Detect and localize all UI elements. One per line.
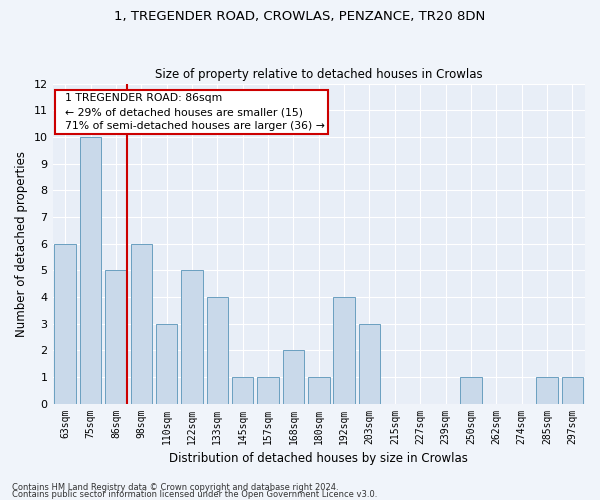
- X-axis label: Distribution of detached houses by size in Crowlas: Distribution of detached houses by size …: [169, 452, 468, 465]
- Y-axis label: Number of detached properties: Number of detached properties: [15, 150, 28, 336]
- Text: 1 TREGENDER ROAD: 86sqm
  ← 29% of detached houses are smaller (15)
  71% of sem: 1 TREGENDER ROAD: 86sqm ← 29% of detache…: [58, 93, 325, 131]
- Title: Size of property relative to detached houses in Crowlas: Size of property relative to detached ho…: [155, 68, 482, 81]
- Text: Contains HM Land Registry data © Crown copyright and database right 2024.: Contains HM Land Registry data © Crown c…: [12, 484, 338, 492]
- Bar: [460, 377, 482, 404]
- Bar: [359, 324, 380, 404]
- Bar: [536, 377, 558, 404]
- Bar: [232, 377, 253, 404]
- Bar: [156, 324, 178, 404]
- Bar: [308, 377, 329, 404]
- Text: Contains public sector information licensed under the Open Government Licence v3: Contains public sector information licen…: [12, 490, 377, 499]
- Bar: [55, 244, 76, 404]
- Bar: [181, 270, 203, 404]
- Bar: [334, 297, 355, 404]
- Bar: [131, 244, 152, 404]
- Bar: [80, 137, 101, 404]
- Bar: [257, 377, 279, 404]
- Text: 1, TREGENDER ROAD, CROWLAS, PENZANCE, TR20 8DN: 1, TREGENDER ROAD, CROWLAS, PENZANCE, TR…: [115, 10, 485, 23]
- Bar: [105, 270, 127, 404]
- Bar: [562, 377, 583, 404]
- Bar: [283, 350, 304, 404]
- Bar: [206, 297, 228, 404]
